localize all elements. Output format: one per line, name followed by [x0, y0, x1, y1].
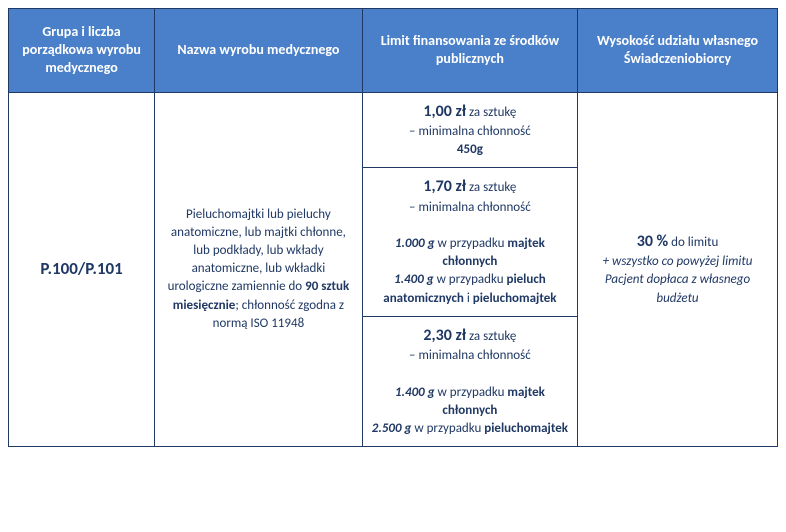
- table-row: P.100/P.101 Pieluchomajtki lub pieluchy …: [9, 92, 778, 168]
- reimbursement-table: Grupa i liczba porządkowa wyrobu medyczn…: [8, 8, 778, 447]
- tier3-line2-bold: pieluchomajtek: [484, 421, 568, 436]
- tier3-price: 2,30 zł: [423, 326, 466, 345]
- tier1-per: za sztukę: [466, 105, 516, 120]
- header-limit: Limit finansowania ze środków publicznyc…: [362, 9, 577, 93]
- tier2-line1-val: 1.000 g: [395, 236, 435, 251]
- tier3-line2-val: 2.500 g: [372, 421, 412, 436]
- tier2-min-label: – minimalna chłonność: [409, 200, 531, 215]
- tier1-price: 1,00 zł: [423, 102, 466, 121]
- tier1-min-value: 450g: [457, 142, 483, 157]
- share-note: + wszystko co powyżej limitu Pacjent dop…: [603, 254, 753, 305]
- share-pct-txt: do limitu: [668, 235, 718, 250]
- limit-tier1-cell: 1,00 zł za sztukę – minimalna chłonność …: [362, 92, 577, 168]
- share-cell: 30 % do limitu + wszystko co powyżej lim…: [578, 92, 778, 447]
- tier2-per: za sztukę: [466, 180, 516, 195]
- product-code-cell: P.100/P.101: [9, 92, 155, 447]
- tier3-line1-txt: w przypadku: [435, 385, 508, 400]
- tier2-line2-and: i: [464, 291, 473, 306]
- tier2-line2-bold2: pieluchomajtek: [473, 291, 557, 306]
- product-name-cell: Pieluchomajtki lub pieluchy anatomiczne,…: [155, 92, 363, 447]
- tier3-line2-txt: w przypadku: [411, 421, 484, 436]
- tier1-min-label: – minimalna chłonność: [409, 124, 531, 139]
- limit-tier2-cell: 1,70 zł za sztukę – minimalna chłonność …: [362, 168, 577, 317]
- share-pct: 30 %: [637, 232, 669, 251]
- tier2-price: 1,70 zł: [423, 177, 466, 196]
- tier2-line1-txt: w przypadku: [435, 236, 508, 251]
- tier3-min-label: – minimalna chłonność: [409, 348, 531, 363]
- header-share: Wysokość udziału własnego Świadczeniobio…: [578, 9, 778, 93]
- tier3-per: za sztukę: [466, 329, 516, 344]
- table-header-row: Grupa i liczba porządkowa wyrobu medyczn…: [9, 9, 778, 93]
- tier3-line1-val: 1.400 g: [395, 385, 435, 400]
- tier2-line2-txt: w przypadku: [434, 272, 507, 287]
- tier2-line2-val: 1.400 g: [394, 272, 434, 287]
- header-name: Nazwa wyrobu medycznego: [155, 9, 363, 93]
- limit-tier3-cell: 2,30 zł za sztukę – minimalna chłonność …: [362, 316, 577, 446]
- header-group: Grupa i liczba porządkowa wyrobu medyczn…: [9, 9, 155, 93]
- product-code: P.100/P.101: [40, 258, 122, 279]
